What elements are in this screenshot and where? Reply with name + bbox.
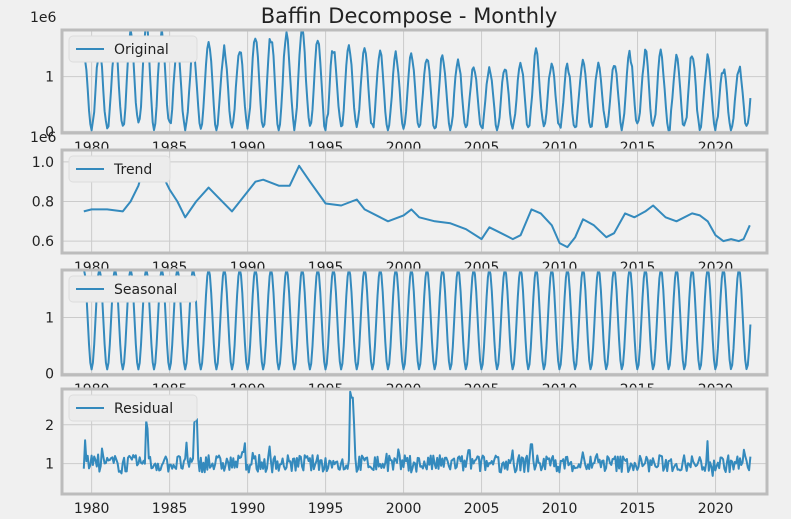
x-tick-label: 2000 bbox=[386, 501, 422, 517]
x-tick-label: 2015 bbox=[620, 501, 656, 517]
panel-original: 1980 1985 1990 1995 2000 2005 2010 2015 2020011e… bbox=[30, 10, 769, 156]
y-tick-label: 0 bbox=[45, 366, 54, 382]
axes-frame bbox=[60, 387, 769, 496]
y-tick-label: 1.0 bbox=[32, 155, 54, 171]
series-line-trend bbox=[83, 156, 751, 249]
legend-box bbox=[68, 394, 198, 422]
panel-trend: 1980 1985 1990 1995 2000 2005 2010 2015 20200.60… bbox=[30, 130, 769, 276]
y-tick-label: 0.8 bbox=[32, 195, 54, 211]
legend-label: Seasonal bbox=[114, 282, 177, 298]
panel-residual: 1980 1985 1990 1995 2000 2005 2010 2015 2020 1 2 Re… bbox=[45, 387, 769, 517]
x-tick-label: 1980 bbox=[74, 501, 110, 517]
x-tick-label: 1990 bbox=[230, 501, 266, 517]
legend-label: Original bbox=[114, 42, 169, 58]
chart-title: Baffin Decompose - Monthly bbox=[261, 4, 558, 28]
panel-seasonal: 19801985199019952000200520102015202001Se… bbox=[45, 268, 769, 398]
x-tick-label: 2005 bbox=[464, 501, 500, 517]
legend: Original bbox=[68, 35, 198, 63]
x-tick-label: 2010 bbox=[542, 501, 578, 517]
y-tick-label: 1 bbox=[45, 457, 54, 473]
y-tick-label: 1 bbox=[45, 310, 54, 326]
axes-frame bbox=[60, 148, 769, 255]
y-offset-label: 1e6 bbox=[30, 10, 57, 26]
y-tick-label: 0 bbox=[45, 124, 54, 140]
axes-frame bbox=[60, 28, 769, 135]
legend-box bbox=[68, 155, 171, 183]
y-tick-label: 0.6 bbox=[32, 234, 54, 250]
legend-label: Residual bbox=[114, 401, 173, 417]
legend: Seasonal bbox=[68, 275, 198, 303]
axes-frame bbox=[60, 268, 769, 377]
legend-box bbox=[68, 35, 198, 63]
legend-box bbox=[68, 275, 198, 303]
legend-label: Trend bbox=[113, 162, 152, 178]
legend: Trend bbox=[68, 155, 171, 183]
x-tick-label: 1995 bbox=[308, 501, 344, 517]
x-tick-label: 1985 bbox=[152, 501, 188, 517]
y-tick-label: 2 bbox=[45, 418, 54, 434]
legend: Residual bbox=[68, 394, 198, 422]
y-tick-label: 1 bbox=[45, 70, 54, 86]
x-tick-label: 2020 bbox=[698, 501, 734, 517]
y-offset-label: 1e6 bbox=[30, 130, 57, 146]
